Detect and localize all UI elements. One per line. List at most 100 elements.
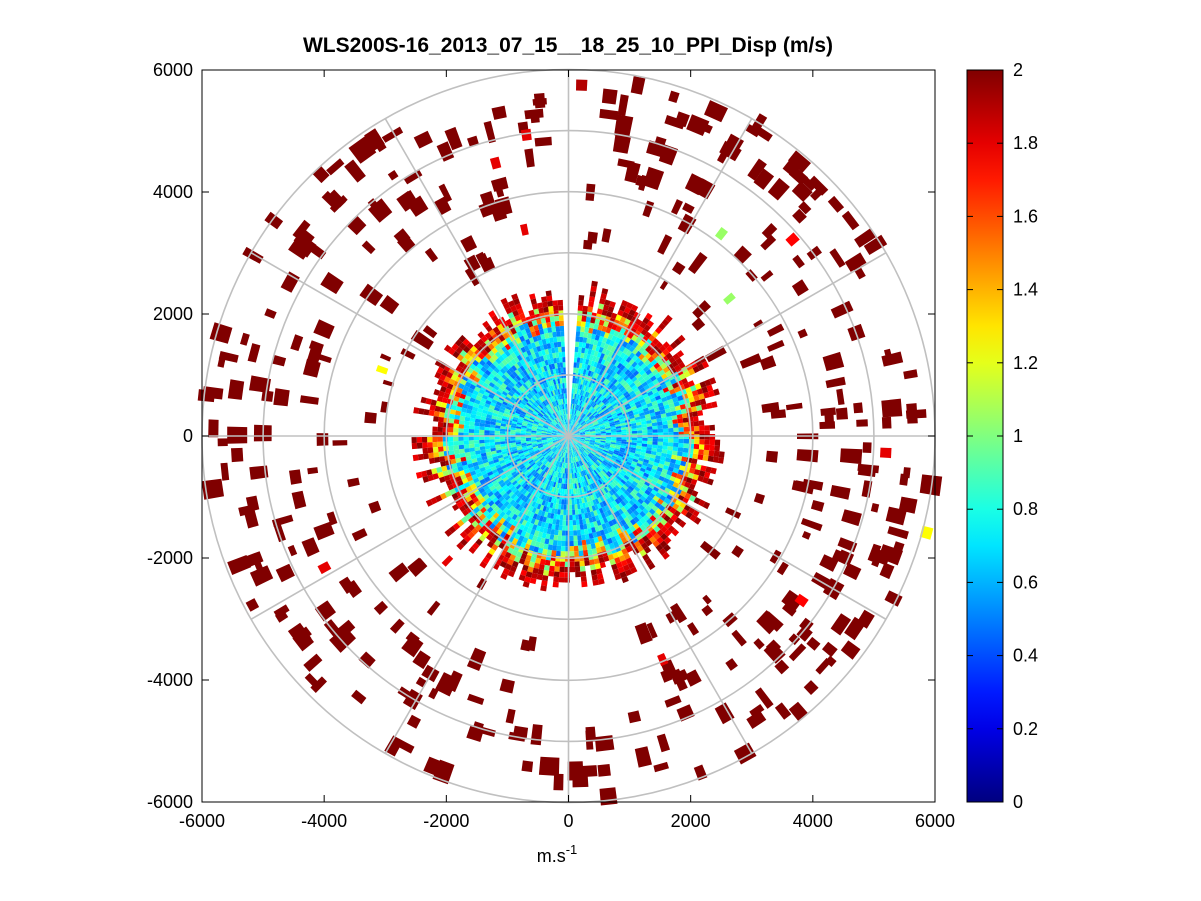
core-cell — [605, 533, 611, 540]
core-cell — [677, 418, 684, 424]
core-cell — [458, 440, 464, 446]
core-cell — [591, 516, 597, 522]
core-cell — [450, 404, 457, 411]
core-cell — [510, 493, 517, 500]
core-cell — [584, 391, 588, 397]
core-cell — [620, 469, 627, 475]
core-cell — [636, 325, 644, 333]
core-cell — [550, 513, 555, 519]
core-cell — [608, 363, 615, 370]
core-cell — [585, 538, 591, 545]
outer-cell — [878, 544, 903, 566]
core-cell — [581, 421, 586, 426]
outer-cell — [664, 115, 686, 130]
core-cell — [542, 441, 548, 444]
core-cell — [588, 301, 594, 308]
core-cell — [601, 461, 607, 466]
core-cell — [690, 385, 697, 392]
core-cell — [630, 512, 637, 519]
outer-cell — [700, 540, 721, 560]
core-cell — [608, 449, 614, 454]
outer-cell — [819, 554, 839, 572]
core-cell — [464, 395, 471, 402]
core-cell — [536, 345, 542, 352]
core-cell — [430, 497, 438, 505]
core-cell — [616, 483, 623, 489]
core-cell — [558, 394, 562, 400]
core-cell — [587, 412, 592, 418]
core-cell — [627, 410, 634, 415]
core-cell — [537, 520, 543, 527]
core-cell — [473, 366, 481, 374]
core-cell — [524, 327, 531, 334]
core-cell — [688, 380, 695, 387]
core-cell — [582, 305, 589, 312]
core-cell — [488, 350, 495, 357]
core-cell — [641, 342, 649, 350]
core-cell — [517, 511, 524, 518]
core-cell — [668, 489, 676, 497]
core-cell — [648, 460, 655, 466]
core-cell — [457, 466, 464, 472]
core-cell — [577, 394, 580, 400]
core-cell — [699, 425, 705, 431]
core-cell — [552, 581, 559, 588]
core-cell — [569, 561, 575, 567]
core-cell — [582, 415, 587, 420]
core-cell — [595, 437, 601, 440]
core-cell — [689, 467, 696, 474]
core-cell — [570, 419, 573, 425]
core-cell — [420, 396, 427, 404]
core-cell — [699, 398, 707, 405]
core-cell — [661, 491, 669, 498]
core-cell — [652, 495, 660, 502]
core-cell — [587, 512, 592, 518]
core-cell — [659, 494, 667, 502]
core-cell — [591, 333, 596, 340]
core-cell — [574, 551, 579, 557]
core-cell — [514, 533, 521, 540]
core-cell — [646, 447, 652, 451]
core-cell — [623, 383, 630, 389]
core-cell — [486, 454, 493, 459]
core-cell — [577, 477, 580, 483]
core-cell — [474, 349, 482, 357]
core-cell — [556, 331, 561, 337]
core-cell — [504, 479, 511, 485]
core-cell — [607, 453, 613, 457]
core-cell — [502, 526, 510, 534]
core-cell — [552, 453, 556, 459]
core-cell — [596, 308, 603, 315]
core-cell — [502, 467, 509, 472]
core-cell — [628, 345, 636, 353]
core-cell — [665, 457, 672, 463]
core-cell — [582, 452, 586, 458]
core-cell — [504, 350, 511, 357]
core-cell — [646, 518, 654, 526]
core-cell — [508, 518, 515, 525]
core-cell — [588, 467, 593, 473]
core-cell — [539, 456, 545, 462]
core-cell — [579, 482, 584, 488]
core-cell — [560, 451, 563, 457]
core-cell — [535, 368, 541, 375]
core-cell — [551, 446, 556, 451]
core-cell — [480, 506, 487, 514]
outer-cell — [403, 169, 423, 185]
core-cell — [551, 413, 556, 419]
core-cell — [528, 354, 534, 361]
core-cell — [608, 448, 615, 452]
core-cell — [573, 473, 576, 479]
core-cell — [607, 306, 615, 313]
core-cell — [597, 458, 603, 463]
core-cell — [554, 320, 560, 327]
core-cell — [536, 386, 542, 392]
core-cell — [662, 424, 669, 429]
core-cell — [535, 479, 540, 486]
core-cell — [585, 321, 591, 328]
core-cell — [657, 438, 664, 442]
core-cell — [619, 494, 626, 501]
core-cell — [569, 424, 572, 430]
core-cell — [550, 445, 556, 450]
core-cell — [634, 413, 640, 418]
